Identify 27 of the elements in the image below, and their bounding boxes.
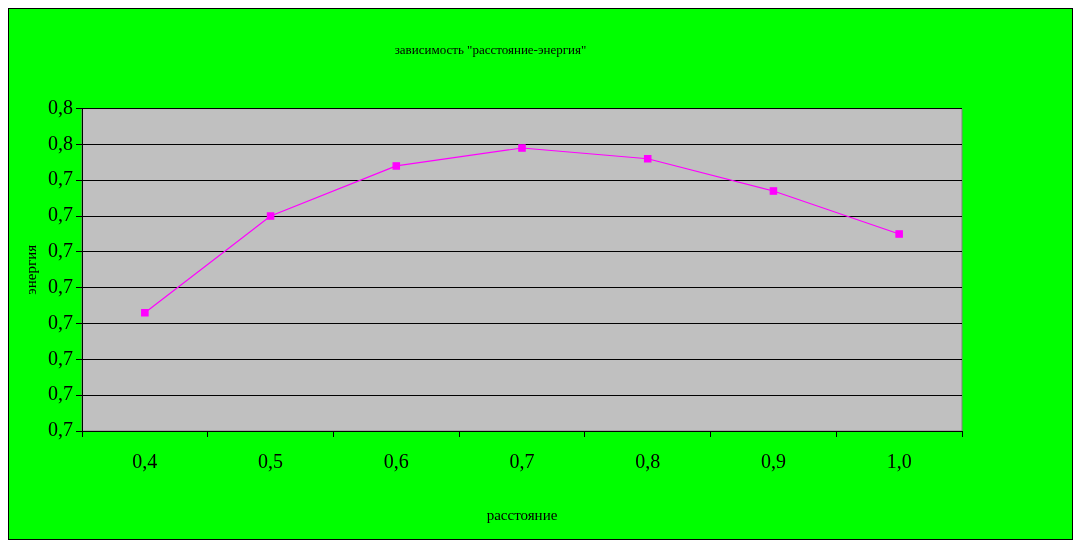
point — [392, 162, 401, 170]
x-tick-label: 0,8 — [635, 450, 661, 473]
y-tick-label: 0,8 — [48, 95, 73, 118]
y-tick-label: 0,7 — [48, 310, 73, 333]
y-tick-label: 0,7 — [48, 274, 73, 297]
x-axis-title: расстояние — [486, 506, 558, 523]
y-tick-label: 0,8 — [48, 131, 73, 154]
point — [518, 144, 526, 152]
point — [643, 154, 652, 163]
x-tick-label: 0,9 — [760, 450, 786, 473]
point — [141, 309, 149, 317]
x-tick-label: 0,6 — [383, 450, 409, 473]
point — [895, 230, 903, 238]
point — [266, 212, 275, 220]
y-tick-label: 0,7 — [48, 167, 73, 190]
x-tick-label: 0,7 — [509, 450, 535, 473]
y-tick-label: 0,7 — [48, 418, 73, 441]
x-tick-label: 0,5 — [258, 450, 284, 473]
y-tick-label: 0,7 — [48, 346, 73, 369]
y-axis-title: энергия — [22, 244, 39, 295]
chart-title: зависимость "расстояние-энергия" — [394, 42, 587, 58]
y-tick-label: 0,7 — [48, 239, 73, 262]
x-tick-label: 1,0 — [886, 450, 912, 473]
y-tick-label: 0,7 — [48, 382, 73, 405]
y-tick-label: 0,7 — [48, 203, 73, 226]
x-tick-label: 0,4 — [132, 450, 158, 473]
point — [769, 187, 778, 195]
